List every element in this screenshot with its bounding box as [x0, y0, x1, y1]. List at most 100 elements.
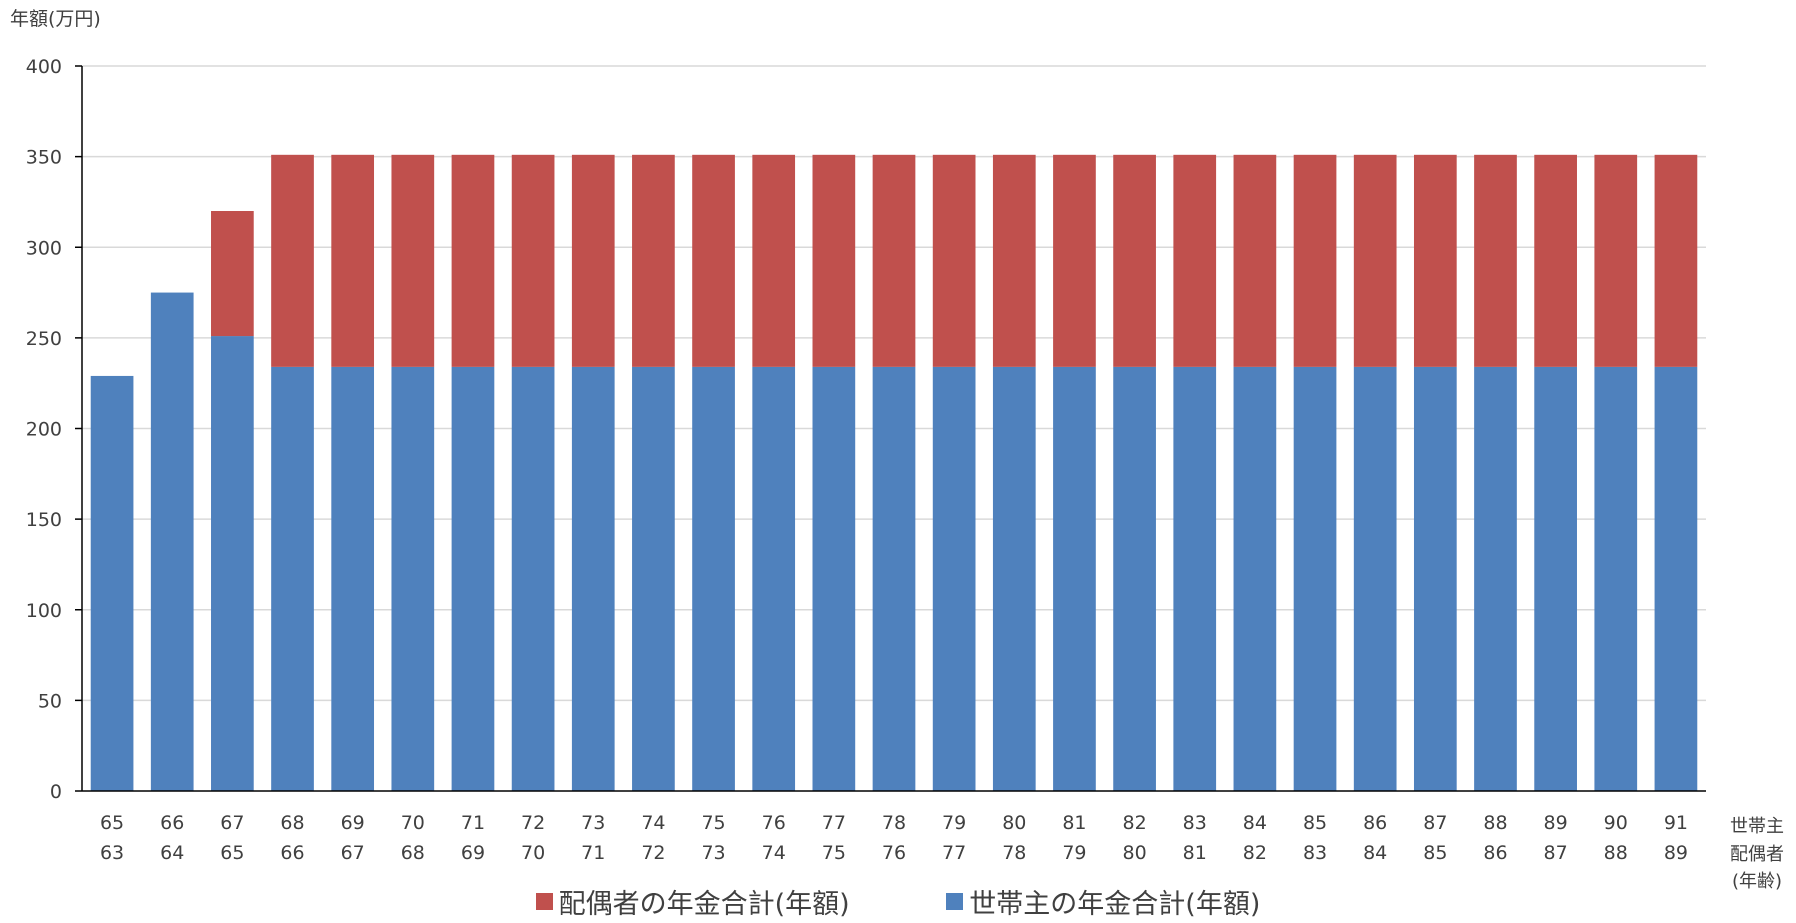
x-tick-label-head: 81 — [1062, 812, 1086, 834]
bar-spouse-86 — [1353, 154, 1397, 367]
bar-head-87 — [1413, 366, 1457, 791]
x-tick-label-head: 88 — [1483, 812, 1507, 834]
legend-item-spouse: 配偶者の年金合計(年額) — [535, 882, 850, 921]
x-tick-label-spouse: 65 — [220, 842, 244, 864]
y-tick-label: 200 — [26, 419, 62, 441]
bar-spouse-89 — [1534, 154, 1577, 367]
bar-spouse-85 — [1293, 154, 1337, 367]
bar-head-78 — [872, 366, 916, 791]
bar-head-70 — [391, 366, 435, 791]
bar-head-90 — [1594, 366, 1638, 791]
x-tick-label-spouse: 89 — [1664, 842, 1688, 864]
bar-spouse-68 — [271, 154, 314, 367]
x-tick-label-spouse: 85 — [1423, 842, 1447, 864]
x-tick-label-spouse: 63 — [100, 842, 124, 864]
bar-spouse-69 — [331, 154, 375, 367]
x-tick-label-spouse: 71 — [581, 842, 605, 864]
x-tick-label-head: 66 — [160, 812, 184, 834]
x-tick-label-spouse: 80 — [1122, 842, 1146, 864]
x-tick-label-spouse: 73 — [701, 842, 725, 864]
bar-head-71 — [451, 366, 495, 791]
bar-head-65 — [90, 375, 134, 791]
bar-spouse-82 — [1113, 154, 1156, 367]
bar-spouse-77 — [812, 154, 856, 367]
x-tick-label-spouse: 82 — [1243, 842, 1267, 864]
bar-head-74 — [632, 366, 675, 791]
bar-head-76 — [752, 366, 796, 791]
bar-spouse-79 — [932, 154, 976, 367]
bar-head-80 — [992, 366, 1036, 791]
legend-label-spouse: 配偶者の年金合計(年額) — [558, 889, 850, 920]
x-tick-label-head: 90 — [1604, 812, 1628, 834]
bar-spouse-80 — [992, 154, 1036, 367]
x-tick-label-head: 82 — [1122, 812, 1146, 834]
x-tick-label-head: 68 — [280, 812, 304, 834]
x-tick-label-spouse: 72 — [641, 842, 665, 864]
x-tick-label-head: 76 — [762, 812, 786, 834]
legend-label-head: 世帯主の年金合計(年額) — [969, 889, 1261, 920]
bar-head-72 — [511, 366, 555, 791]
x-axis-row-label-age: (年齢) — [1731, 871, 1783, 892]
x-tick-label-spouse: 67 — [341, 842, 365, 864]
bar-head-73 — [571, 366, 615, 791]
x-tick-label-spouse: 76 — [882, 842, 906, 864]
bar-head-81 — [1053, 366, 1096, 791]
x-axis-row-label-head: 世帯主 — [1730, 816, 1784, 837]
bar-head-77 — [812, 366, 856, 791]
x-tick-label-head: 69 — [341, 812, 365, 834]
y-tick-label: 300 — [26, 237, 62, 259]
bar-spouse-78 — [872, 154, 916, 367]
x-tick-label-spouse: 75 — [822, 842, 846, 864]
bar-head-67 — [211, 336, 254, 791]
x-tick-label-head: 72 — [521, 812, 545, 834]
x-tick-label-head: 74 — [641, 812, 665, 834]
x-tick-label-head: 67 — [220, 812, 244, 834]
x-tick-label-head: 65 — [100, 812, 124, 834]
bar-head-69 — [331, 366, 375, 791]
x-tick-label-spouse: 87 — [1544, 842, 1568, 864]
y-tick-label: 100 — [26, 600, 62, 622]
x-tick-label-spouse: 78 — [1002, 842, 1026, 864]
bar-head-89 — [1534, 366, 1577, 791]
bar-head-75 — [692, 366, 735, 791]
legend: 配偶者の年金合計(年額) 世帯主の年金合計(年額) — [0, 882, 1796, 921]
bar-head-82 — [1113, 366, 1156, 791]
y-tick-label: 350 — [26, 147, 62, 169]
bar-spouse-81 — [1053, 154, 1096, 367]
legend-swatch-head — [946, 893, 964, 910]
x-tick-label-spouse: 84 — [1363, 842, 1387, 864]
x-tick-label-spouse: 69 — [461, 842, 485, 864]
x-tick-label-spouse: 74 — [762, 842, 786, 864]
legend-item-head: 世帯主の年金合計(年額) — [946, 882, 1260, 921]
x-tick-label-head: 75 — [701, 812, 725, 834]
x-tick-label-head: 85 — [1303, 812, 1327, 834]
bar-spouse-91 — [1654, 154, 1698, 367]
x-tick-label-head: 79 — [942, 812, 966, 834]
x-tick-label-head: 77 — [822, 812, 846, 834]
x-tick-label-spouse: 70 — [521, 842, 545, 864]
bar-spouse-90 — [1594, 154, 1638, 367]
x-tick-label-head: 84 — [1243, 812, 1267, 834]
x-tick-label-spouse: 64 — [160, 842, 184, 864]
bar-head-84 — [1233, 366, 1277, 791]
x-tick-label-spouse: 83 — [1303, 842, 1327, 864]
bar-spouse-76 — [752, 154, 796, 367]
bar-spouse-72 — [511, 154, 555, 367]
bar-spouse-73 — [571, 154, 615, 367]
x-tick-label-spouse: 88 — [1604, 842, 1628, 864]
x-tick-label-head: 91 — [1664, 812, 1688, 834]
y-tick-label: 0 — [50, 781, 62, 803]
bar-spouse-88 — [1474, 154, 1517, 367]
bar-head-68 — [271, 366, 314, 791]
bar-head-88 — [1474, 366, 1517, 791]
bar-head-86 — [1353, 366, 1397, 791]
y-tick-label: 50 — [38, 690, 62, 712]
x-tick-label-spouse: 68 — [401, 842, 425, 864]
x-tick-label-head: 70 — [401, 812, 425, 834]
x-tick-label-head: 87 — [1423, 812, 1447, 834]
bar-spouse-74 — [632, 154, 675, 367]
stacked-bar-chart: 0 50 100 150 200 250 300 350 400 65 63 66 64 67 65 68 66… — [26, 56, 1706, 864]
bar-head-85 — [1293, 366, 1337, 791]
x-tick-label-spouse: 66 — [280, 842, 304, 864]
bar-spouse-67 — [211, 211, 254, 337]
